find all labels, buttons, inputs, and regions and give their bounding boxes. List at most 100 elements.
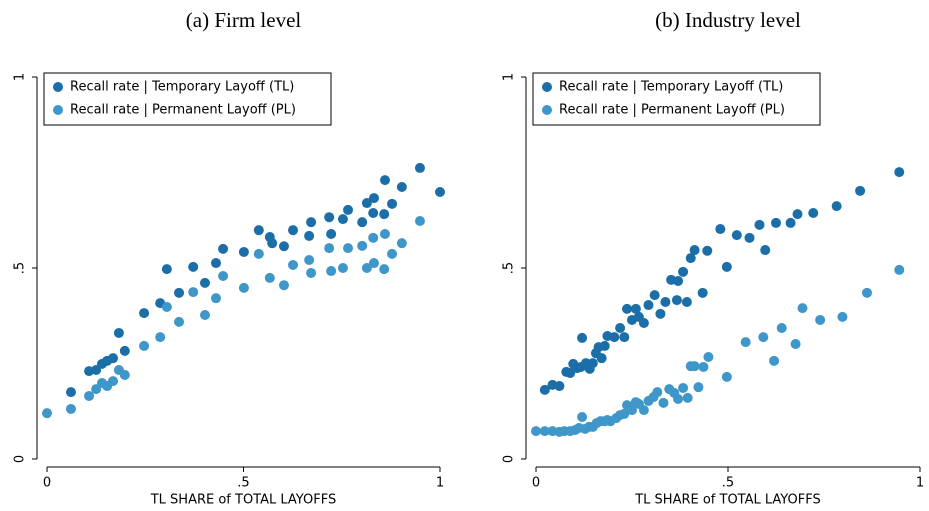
point [42, 408, 52, 419]
x-axis-label: TL SHARE of TOTAL LAYOFFS [150, 493, 337, 508]
point [697, 287, 708, 298]
x-tick-label: .5 [237, 476, 249, 491]
point [554, 381, 565, 392]
chart-title: (a) Firm level [186, 8, 302, 32]
point [188, 287, 199, 298]
y-tick-label: 1 [13, 73, 28, 81]
point [630, 303, 641, 314]
point [84, 390, 95, 401]
point [539, 384, 550, 395]
point [119, 369, 130, 380]
point [638, 318, 649, 329]
point [649, 290, 660, 301]
point [785, 217, 796, 228]
point [343, 243, 354, 254]
point [337, 214, 348, 225]
x-tick-label: 0 [532, 476, 540, 491]
x-axis-label: TL SHARE of TOTAL LAYOFFS [634, 493, 821, 508]
point [306, 267, 317, 278]
point [837, 311, 848, 322]
point [693, 382, 704, 393]
point [894, 167, 905, 178]
point [304, 230, 315, 241]
point [565, 368, 576, 379]
point [108, 353, 119, 364]
point [368, 207, 379, 218]
point [210, 258, 221, 269]
point [396, 182, 407, 193]
y-tick-label: 1 [502, 73, 517, 81]
point [155, 332, 166, 343]
point [337, 263, 348, 273]
point [862, 287, 873, 298]
point [627, 405, 637, 416]
x-tick-label: 1 [916, 476, 924, 491]
point [702, 245, 713, 256]
point [188, 261, 199, 272]
point [324, 212, 335, 223]
point [278, 241, 289, 252]
point [760, 245, 771, 256]
point [357, 240, 368, 251]
chart-title: (b) Industry level [655, 8, 801, 32]
point [678, 266, 689, 277]
point [288, 225, 299, 236]
point [619, 332, 630, 343]
point [721, 261, 732, 272]
point [689, 245, 700, 256]
point [671, 295, 682, 306]
point [703, 352, 714, 363]
point [771, 217, 781, 228]
point [678, 382, 689, 393]
point [264, 272, 275, 283]
point [577, 332, 588, 343]
point [238, 282, 249, 293]
point [660, 296, 671, 307]
point [357, 217, 368, 228]
point [199, 309, 210, 320]
legend-marker [542, 105, 552, 115]
legend-box [532, 72, 821, 126]
point [161, 301, 172, 312]
point [361, 263, 372, 273]
point [218, 243, 229, 254]
point [673, 275, 684, 286]
y-tick-label: .5 [13, 262, 28, 274]
point [288, 259, 299, 270]
point [238, 246, 249, 257]
point [797, 303, 808, 314]
point [754, 219, 765, 230]
point [855, 185, 866, 196]
point [744, 232, 755, 243]
point [379, 264, 390, 275]
point [379, 229, 390, 240]
point [199, 277, 210, 288]
point [119, 345, 130, 356]
point [139, 340, 150, 351]
legend-box [43, 72, 332, 126]
point [758, 332, 769, 343]
point [396, 238, 407, 249]
point [685, 253, 696, 264]
point [368, 258, 379, 269]
point [414, 162, 425, 173]
point [161, 264, 172, 275]
point [306, 217, 317, 228]
point [599, 340, 610, 351]
point [740, 337, 751, 348]
point [681, 296, 692, 307]
point [113, 327, 124, 338]
point [343, 204, 354, 215]
point [619, 408, 630, 419]
point [435, 186, 445, 197]
point [210, 293, 221, 304]
point [698, 361, 709, 372]
point [577, 411, 588, 422]
point [689, 361, 700, 372]
point [643, 300, 654, 311]
point [253, 225, 264, 236]
x-tick-label: 0 [43, 476, 51, 491]
point [808, 207, 819, 218]
point [139, 308, 150, 319]
